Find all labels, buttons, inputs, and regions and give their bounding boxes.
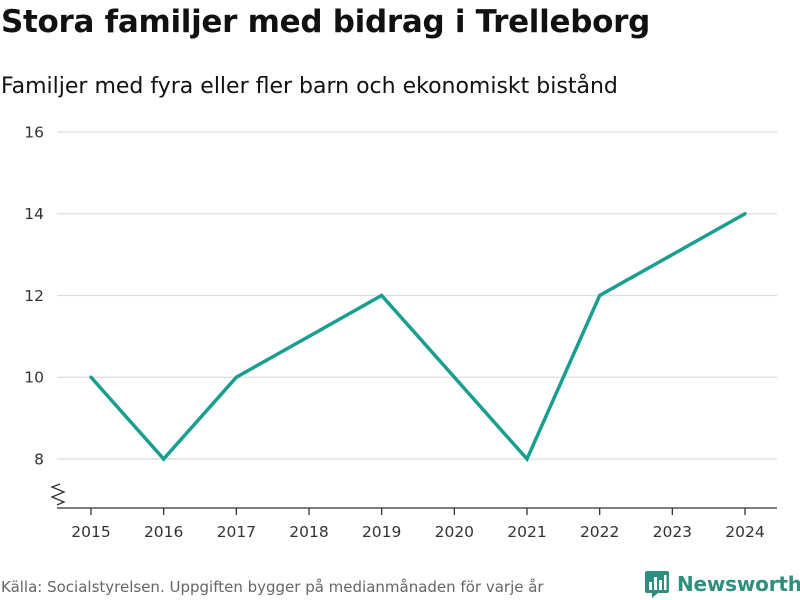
- data-point-2021: [525, 457, 529, 461]
- y-tick-label-14: 14: [24, 205, 44, 223]
- data-point-2016: [161, 457, 166, 461]
- brand-logo: Newsworthy: [644, 569, 800, 599]
- x-tick-label-2024: 2024: [725, 523, 764, 541]
- x-axis-ticks: 2015 2016 2017 2018 2019 2020 2021 2022 2023 2024: [71, 508, 765, 541]
- y-axis-ticks: 8 10 12 14 16: [24, 124, 44, 469]
- x-tick-label-2018: 2018: [289, 523, 328, 541]
- x-tick-label-2023: 2023: [653, 523, 692, 541]
- x-tick-label-2022: 2022: [580, 523, 619, 541]
- data-point-2017: [234, 375, 239, 379]
- chart-title: Stora familjer med bidrag i Trelleborg: [1, 4, 650, 40]
- data-point-2022: [597, 293, 602, 298]
- brand-name: Newsworthy: [677, 572, 800, 596]
- y-tick-label-8: 8: [34, 450, 44, 468]
- y-tick-label-12: 12: [24, 287, 44, 305]
- data-point-2023: [670, 252, 675, 257]
- x-tick-label-2021: 2021: [507, 523, 546, 541]
- x-tick-label-2016: 2016: [144, 523, 183, 541]
- source-note: Källa: Socialstyrelsen. Uppgiften bygger…: [1, 578, 544, 596]
- y-tick-label-10: 10: [24, 369, 44, 387]
- axis-break-icon: [50, 483, 66, 506]
- data-point-2019: [379, 293, 384, 298]
- x-tick-label-2015: 2015: [71, 523, 110, 541]
- chart-subtitle: Familjer med fyra eller fler barn och ek…: [1, 74, 618, 99]
- series-group: [89, 212, 747, 463]
- x-tick-label-2017: 2017: [217, 523, 256, 541]
- y-tick-label-16: 16: [24, 124, 44, 142]
- data-point-2020: [452, 375, 457, 379]
- x-axis: [50, 483, 777, 509]
- series-line-0: [89, 212, 746, 463]
- data-point-2018: [307, 334, 311, 339]
- newsworthy-icon: [645, 571, 669, 598]
- data-point-2015: [89, 375, 93, 379]
- gridlines: [57, 131, 777, 460]
- data-point-2024: [743, 212, 747, 216]
- x-tick-label-2020: 2020: [435, 523, 474, 541]
- x-tick-label-2019: 2019: [362, 523, 401, 541]
